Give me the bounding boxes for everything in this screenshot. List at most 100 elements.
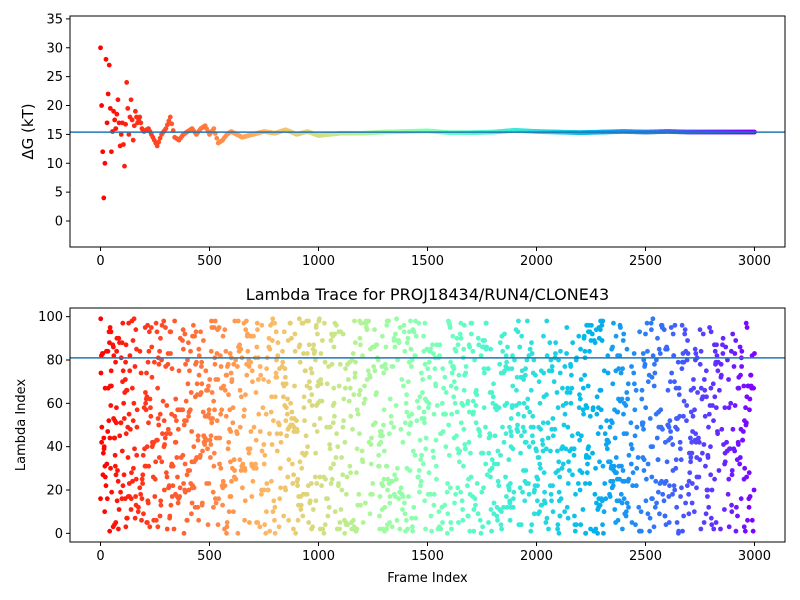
lambda-point (200, 448, 205, 454)
lambda-point (303, 450, 309, 456)
lambda-point (519, 333, 525, 339)
lambda-point (449, 370, 455, 376)
lambda-point (278, 439, 284, 445)
lambda-point (725, 491, 731, 497)
lambda-point (698, 526, 704, 532)
lambda-point (710, 381, 716, 387)
lambda-point (685, 338, 690, 343)
lambda-point (108, 403, 114, 408)
lambda-point (269, 394, 275, 400)
lambda-point (581, 333, 587, 339)
lambda-point (264, 366, 270, 372)
lambda-point (448, 383, 454, 389)
lambda-point (362, 396, 368, 402)
lambda-point (457, 331, 463, 337)
lambda-point (576, 333, 582, 339)
lambda-point (443, 444, 449, 450)
lambda-point (377, 494, 383, 499)
lambda-point (681, 398, 687, 404)
lambda-point (267, 431, 272, 437)
lambda-point (653, 478, 659, 484)
delta-g-x-ticks: 0 500 1000 1500 2000 2500 3000 (96, 247, 771, 269)
lambda-point (395, 465, 400, 471)
lambda-point (224, 520, 230, 525)
lambda-point (198, 329, 203, 335)
lambda-y-axis-label: Lambda Index (14, 379, 29, 472)
lambda-point (712, 476, 717, 482)
lambda-point (473, 502, 478, 508)
lambda-point (332, 509, 338, 515)
lambda-point (507, 500, 513, 506)
lambda-point (126, 411, 132, 417)
lambda-point (225, 361, 231, 367)
lambda-point (367, 511, 373, 517)
lambda-point (543, 520, 549, 525)
lambda-point (169, 366, 175, 372)
lambda-point (629, 446, 635, 452)
lambda-point (380, 433, 385, 439)
lambda-point (621, 331, 627, 337)
lambda-point (405, 379, 411, 385)
lambda-point (582, 481, 588, 486)
lambda-point (568, 372, 574, 378)
lambda-point (745, 517, 750, 523)
lambda-point (505, 344, 510, 350)
lambda-point (231, 457, 237, 463)
lambda-point (360, 459, 366, 465)
lambda-point (538, 426, 544, 432)
lambda-point (650, 444, 656, 450)
lambda-point (342, 385, 348, 391)
lambda-point (714, 353, 720, 359)
lambda-point (525, 396, 531, 402)
lambda-point (473, 420, 479, 426)
lambda-point (542, 489, 547, 495)
lambda-point (737, 461, 743, 467)
lambda-point (677, 413, 683, 419)
lambda-point (408, 318, 413, 324)
lambda-point (593, 465, 598, 471)
lambda-point (440, 366, 446, 372)
lambda-point (290, 481, 296, 486)
lambda-y-tick-label: 0 (55, 527, 63, 542)
lambda-point (423, 446, 429, 452)
lambda-point (703, 511, 709, 517)
lambda-point (413, 515, 419, 521)
lambda-point (483, 461, 489, 467)
lambda-point (114, 405, 119, 411)
lambda-point (491, 500, 497, 506)
lambda-point (430, 342, 435, 348)
lambda-point (272, 504, 278, 510)
delta-g-point (122, 163, 127, 169)
lambda-point (99, 439, 105, 445)
delta-g-point (148, 131, 154, 137)
lambda-point (420, 377, 426, 382)
lambda-point (267, 528, 273, 534)
lambda-point (240, 485, 245, 491)
lambda-point (356, 392, 362, 398)
lambda-point (580, 385, 586, 391)
lambda-point (211, 504, 216, 510)
lambda-point (706, 411, 712, 417)
lambda-point (712, 348, 718, 354)
lambda-point (624, 431, 629, 437)
lambda-point (730, 331, 736, 337)
lambda-point (327, 424, 333, 430)
lambda-point (232, 318, 238, 324)
lambda-point (618, 325, 623, 330)
lambda-point (182, 331, 188, 337)
lambda-point (223, 348, 229, 354)
lambda-point (177, 494, 183, 499)
lambda-point (131, 400, 137, 406)
lambda-point (133, 476, 139, 482)
lambda-point (372, 327, 377, 333)
lambda-point (679, 366, 685, 372)
lambda-point (342, 530, 348, 536)
lambda-point (650, 316, 656, 322)
lambda-point (624, 346, 630, 352)
lambda-point (211, 463, 217, 469)
lambda-point (702, 387, 708, 393)
lambda-point (652, 361, 657, 367)
lambda-point (686, 491, 692, 497)
lambda-point (182, 489, 188, 495)
lambda-point (387, 500, 393, 506)
